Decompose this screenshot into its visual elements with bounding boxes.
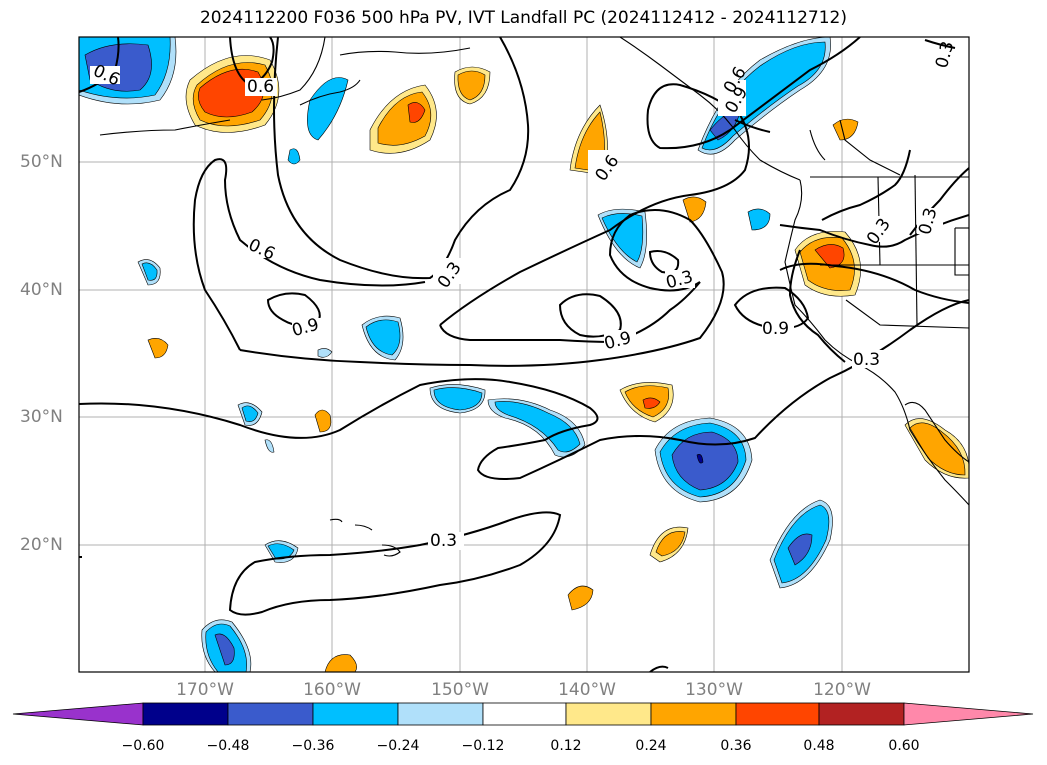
lon-label: 160°W [303,680,361,700]
colorbar-segment [397,702,484,726]
colorbar [12,702,1034,726]
contour-label: 0.6 [247,77,274,97]
colorbar-tick-label: −0.24 [376,738,420,754]
colorbar-tick-label: 0.36 [720,738,752,754]
contour-label: 0.3 [430,531,457,551]
lat-label: 40°N [20,280,63,300]
colorbar-segment [565,702,652,726]
colorbar-tick-label: −0.60 [121,738,165,754]
colorbar-segment [142,702,229,726]
contour-label: 0.9 [762,319,789,339]
lon-label: 150°W [431,680,489,700]
map-area [79,37,969,672]
colorbar-extend-right [903,702,1034,726]
colorbar-tick-label: 0.12 [550,738,582,754]
colorbar-tick-label: 0.60 [888,738,920,754]
lat-label: 30°N [20,407,63,427]
colorbar-segment [312,702,399,726]
colorbar-segment [482,702,567,726]
lat-label: 20°N [20,535,63,555]
colorbar-segment [650,702,737,726]
contour-label: 0.3 [853,350,880,370]
colorbar-segment [735,702,820,726]
colorbar-segment [227,702,314,726]
lon-label: 130°W [685,680,743,700]
lon-label: 170°W [176,680,234,700]
lon-label: 120°W [813,680,871,700]
contour-label-bg [90,66,943,550]
colorbar-extend-left [12,702,144,726]
colorbar-tick-label: −0.48 [206,738,250,754]
lon-label: 140°W [558,680,616,700]
colorbar-tick-label: 0.48 [803,738,835,754]
lat-label: 50°N [20,152,63,172]
map-title: 2024112200 F036 500 hPa PV, IVT Landfall… [199,8,847,28]
colorbar-segment [818,702,905,726]
colorbar-tick-label: −0.36 [291,738,335,754]
colorbar-tick-label: −0.12 [461,738,505,754]
map-frame [78,36,970,673]
colorbar-tick-label: 0.24 [635,738,667,754]
